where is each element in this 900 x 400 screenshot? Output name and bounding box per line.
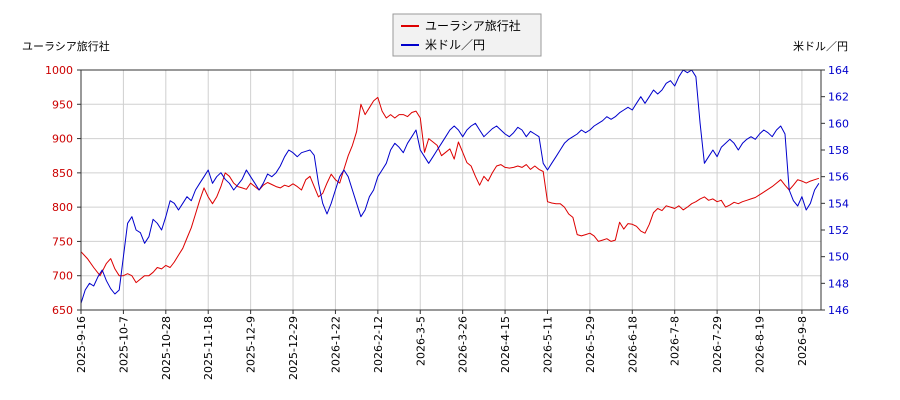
right-y-axis: 146 148 150 152 154 156 158 160 162 164 [821,64,849,317]
x-tick-label: 2025-11-18 [202,316,215,380]
x-axis: 2025-9-16 2025-10-7 2025-10-28 2025-11-18 20… [75,310,809,380]
x-tick-label: 2026-9-8 [796,316,809,366]
series-line-stock [80,96,820,284]
x-tick-label: 2025-12-9 [245,316,258,373]
x-tick-label: 2025-12-29 [287,316,300,380]
left-axis-label: ユーラシア旅行社 [22,39,110,53]
x-tick-label: 2026-2-12 [372,316,385,373]
legend-box [392,13,542,57]
x-tick-label: 2026-3-5 [414,316,427,366]
x-tick-label: 2026-5-29 [584,316,597,373]
grid-lines [80,69,821,311]
right-tick-label: 156 [828,171,849,184]
legend: ユーラシア旅行社 米ドル／円 [392,13,542,57]
x-tick-label: 2026-6-18 [626,316,639,373]
left-tick-label: 1000 [45,64,73,77]
x-tick-label: 2026-7-29 [711,316,724,373]
right-tick-label: 152 [828,224,849,237]
left-tick-label: 900 [52,133,73,146]
right-tick-label: 148 [828,277,849,290]
legend-label-fx: 米ドル／円 [425,38,485,52]
right-tick-label: 150 [828,251,849,264]
right-axis-label: 米ドル／円 [793,40,848,53]
x-tick-label: 2025-10-7 [117,316,130,373]
x-tick-label: 2025-10-28 [160,316,173,380]
left-y-axis: 650 700 750 800 850 900 950 1000 [45,64,81,317]
right-tick-label: 164 [828,64,849,77]
x-tick-label: 2026-8-19 [754,316,767,373]
left-tick-label: 700 [52,270,73,283]
left-tick-label: 650 [52,304,73,317]
right-tick-label: 154 [828,197,849,210]
plot-frame [80,69,822,311]
x-tick-label: 2026-3-26 [457,316,470,373]
left-tick-label: 750 [52,235,73,248]
series-line-fx [80,69,820,304]
x-tick-label: 2025-9-16 [75,316,88,373]
legend-label-stock: ユーラシア旅行社 [425,18,521,33]
x-tick-label: 2026-1-22 [329,316,342,373]
left-tick-label: 850 [52,167,73,180]
series-layer [80,69,820,304]
left-tick-label: 800 [52,201,73,214]
right-tick-label: 162 [828,91,849,104]
x-tick-label: 2026-5-11 [541,316,554,373]
right-tick-label: 146 [828,304,849,317]
left-tick-label: 950 [52,98,73,111]
right-tick-label: 160 [828,117,849,130]
right-tick-label: 158 [828,144,849,157]
x-tick-label: 2026-7-8 [669,316,682,366]
x-tick-label: 2026-4-15 [499,316,512,373]
